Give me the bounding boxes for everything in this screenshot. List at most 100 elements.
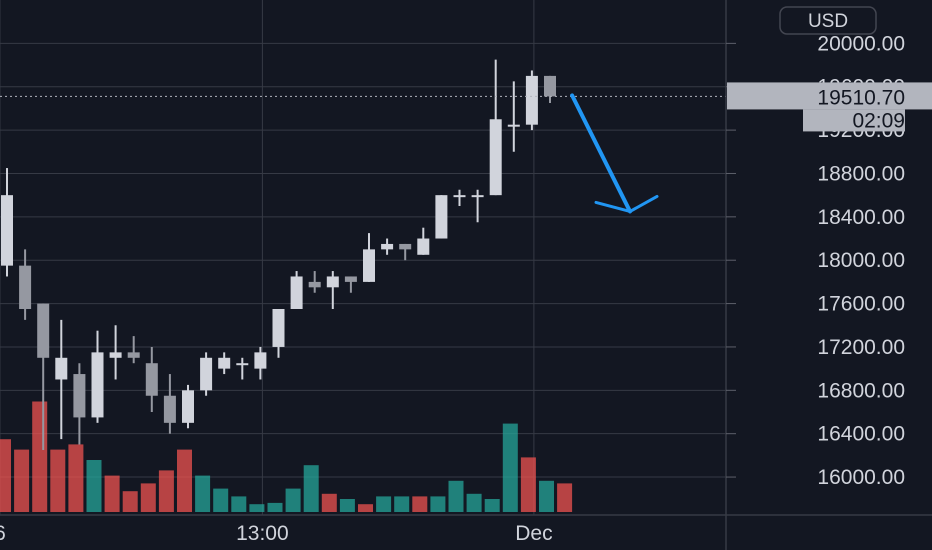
volume-bar <box>249 504 265 512</box>
volume-bar <box>158 470 174 512</box>
candle-body <box>182 390 194 423</box>
candle <box>1 168 13 277</box>
volume-bar <box>502 423 518 512</box>
candle-body <box>326 276 339 288</box>
arrow-shaft <box>570 93 633 214</box>
candle <box>127 336 140 364</box>
volume-bar <box>448 480 464 512</box>
volume-bar <box>376 496 392 512</box>
candle-body <box>91 352 104 418</box>
candle-body <box>163 395 176 423</box>
candle-body <box>435 195 448 239</box>
candle-body <box>19 265 32 309</box>
volume-bar <box>86 460 102 512</box>
volume-bar <box>140 483 156 512</box>
candle-body <box>471 195 484 198</box>
volume-bar <box>394 496 410 512</box>
last-price-label: 19510.70 <box>817 86 905 109</box>
candle <box>363 233 375 282</box>
candle <box>182 384 194 429</box>
candle <box>254 346 267 380</box>
candle-body <box>525 75 538 125</box>
candle <box>544 75 556 103</box>
candle <box>55 319 68 440</box>
candle <box>525 70 538 131</box>
last-price-tag: 19510.70 02:09 <box>727 82 932 132</box>
price-tick-label: 20000.00 <box>817 32 905 55</box>
price-tick-label: 18400.00 <box>817 206 905 229</box>
candle <box>91 330 104 423</box>
candle-body <box>109 352 122 358</box>
volume-bar <box>358 504 373 512</box>
time-tick-label: 13:00 <box>236 522 289 545</box>
candle <box>399 243 412 261</box>
candle <box>308 271 321 293</box>
candle-body <box>236 363 249 366</box>
candle-body <box>127 352 140 358</box>
candle-body <box>489 119 502 196</box>
candle <box>200 352 213 396</box>
price-tick-label: 16000.00 <box>817 466 905 489</box>
volume-bar <box>321 493 337 512</box>
countdown-label: 02:09 <box>852 109 905 132</box>
candle <box>272 309 285 358</box>
time-axis[interactable]: 6 13:00 Dec <box>0 522 553 545</box>
arrow-annotation[interactable] <box>570 93 659 214</box>
candle-body <box>381 243 394 250</box>
candle-body <box>73 374 86 418</box>
arrow-head <box>594 194 659 213</box>
candle-body <box>308 281 321 288</box>
volume-bar <box>557 483 573 512</box>
volume-bar <box>0 439 11 512</box>
candle-body <box>55 357 68 380</box>
candle-body <box>200 357 213 391</box>
candle <box>344 276 357 293</box>
volume-bar <box>339 499 355 512</box>
volume-bar <box>267 502 283 512</box>
candle-body <box>507 124 520 127</box>
candle-body <box>37 303 50 358</box>
volume-bar <box>213 488 229 512</box>
candle <box>236 357 249 380</box>
candle <box>145 346 158 412</box>
currency-label: USD <box>808 11 848 32</box>
candle <box>19 249 32 320</box>
volume-bar <box>412 496 428 512</box>
candle-body <box>417 238 430 255</box>
volume-bar <box>466 493 482 512</box>
volume-bars <box>0 401 573 512</box>
candle <box>453 189 466 206</box>
candle <box>163 374 176 434</box>
time-tick-label: 6 <box>0 522 6 545</box>
price-tick-label: 16400.00 <box>817 423 905 446</box>
volume-bar <box>32 401 48 512</box>
price-tick-label: 18800.00 <box>817 162 905 185</box>
volume-bar <box>231 496 247 512</box>
volume-bar <box>177 449 192 512</box>
price-tick-label: 18000.00 <box>817 249 905 272</box>
time-tick-label: Dec <box>515 522 552 545</box>
candle-body <box>254 352 267 369</box>
candles <box>1 59 556 450</box>
grid-lines <box>0 0 726 515</box>
volume-bar <box>104 475 120 512</box>
candle <box>381 238 394 255</box>
last-price-tag-box <box>727 82 932 110</box>
price-tick-label: 16800.00 <box>817 379 905 402</box>
candle <box>471 189 484 223</box>
candle-body <box>399 243 412 250</box>
candle-body <box>544 75 556 97</box>
volume-bar <box>484 499 500 512</box>
volume-bar <box>303 465 319 512</box>
volume-bar <box>14 449 30 512</box>
candle <box>435 195 448 239</box>
currency-button[interactable]: USD <box>779 6 877 35</box>
candle <box>218 352 231 375</box>
candle-body <box>363 249 375 282</box>
volume-bar <box>430 496 446 512</box>
volume-bar <box>195 475 211 512</box>
candle <box>109 325 122 380</box>
candle <box>73 363 86 445</box>
candle-body <box>453 195 466 198</box>
